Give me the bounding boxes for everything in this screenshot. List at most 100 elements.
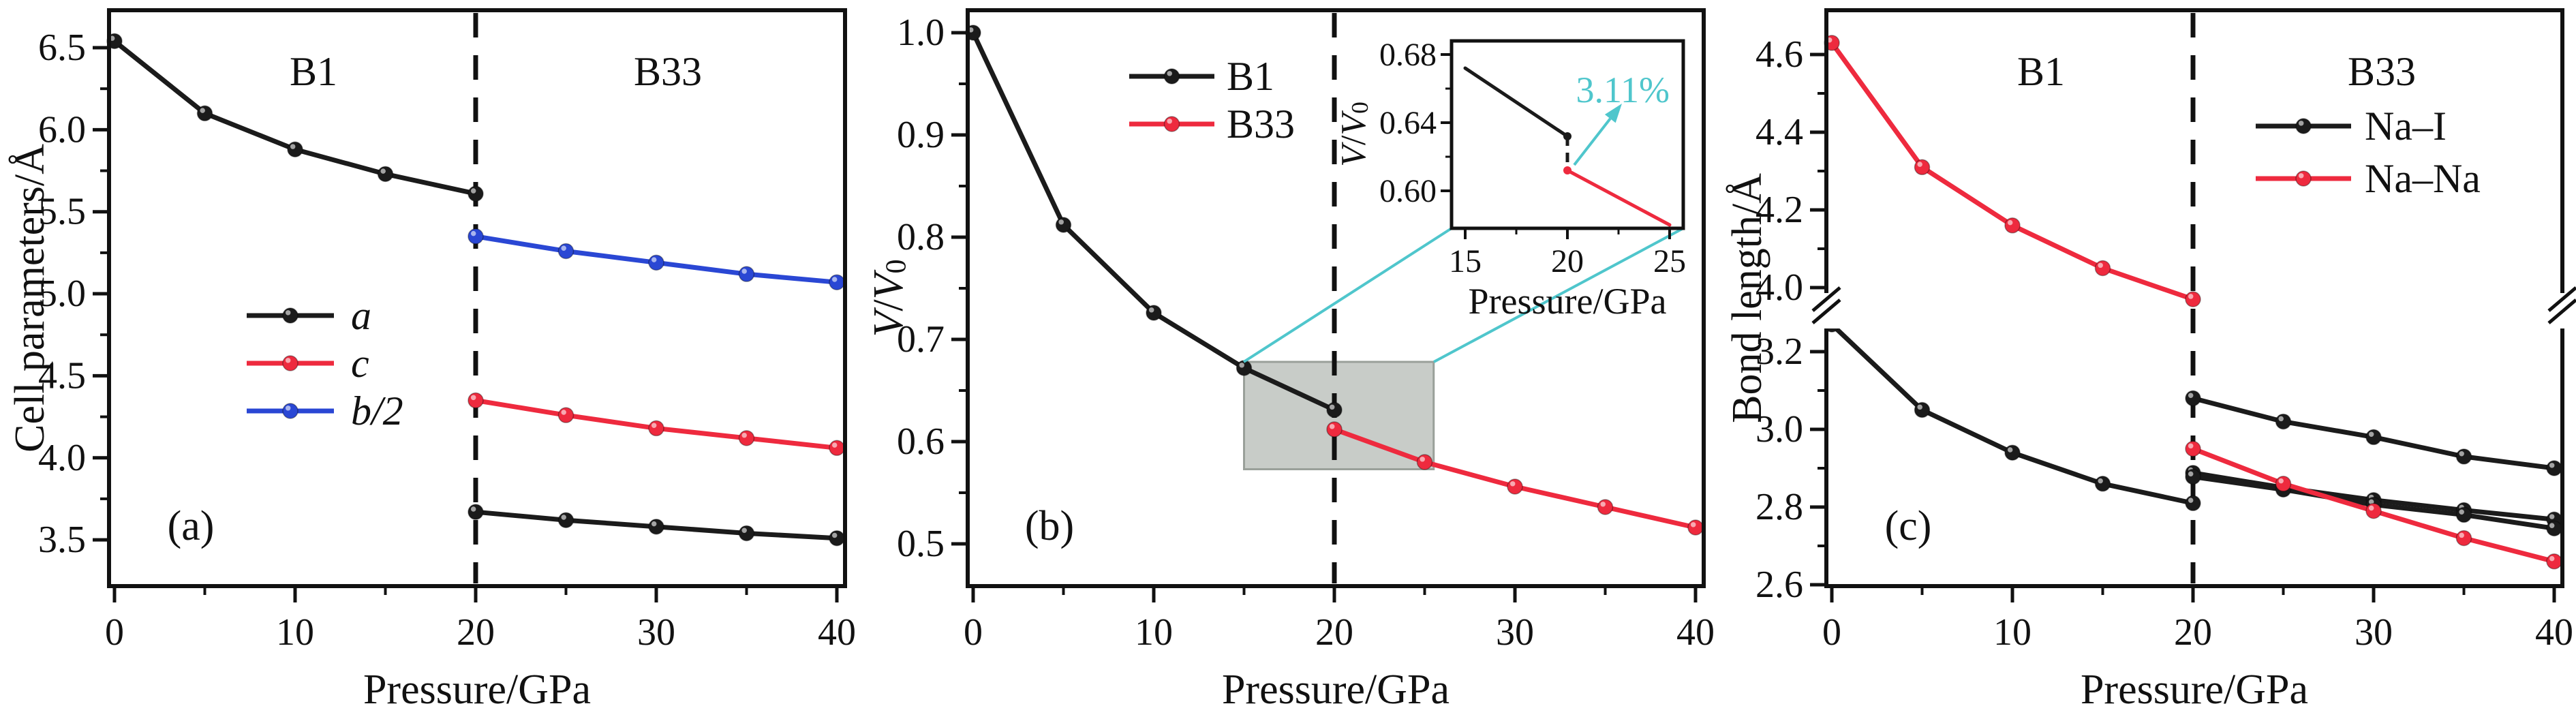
x-tick-label: 20 bbox=[1315, 611, 1353, 654]
y-tick-label: 3.2 bbox=[1755, 331, 1803, 373]
data-point-marker bbox=[1236, 360, 1253, 376]
data-point-marker bbox=[2546, 520, 2562, 537]
data-point-marker bbox=[467, 228, 484, 245]
series-line bbox=[1829, 40, 2196, 302]
x-axis-title: Pressure/GPa bbox=[363, 667, 591, 713]
data-point-marker bbox=[1914, 159, 1931, 176]
data-point-marker bbox=[287, 141, 303, 157]
marker-highlight bbox=[651, 257, 657, 262]
data-point-marker bbox=[1416, 454, 1433, 470]
marker-highlight bbox=[1917, 162, 1922, 167]
marker-highlight bbox=[831, 532, 838, 538]
data-point-marker bbox=[1055, 217, 1072, 233]
inset-y-tick-label: 0.68 bbox=[1379, 37, 1437, 73]
marker-highlight bbox=[1509, 481, 1516, 487]
x-tick-label: 40 bbox=[818, 611, 856, 654]
data-point-marker bbox=[2455, 448, 2472, 465]
data-point-marker bbox=[1326, 401, 1343, 418]
data-point-marker bbox=[1326, 421, 1343, 438]
legend-label: c bbox=[351, 341, 369, 386]
marker-highlight bbox=[470, 395, 476, 401]
panel-letter: (c) bbox=[1885, 503, 1932, 549]
b-y-axis: 0.5 0.6 0.7 0.8 0.9 1.0 V/V0 bbox=[865, 12, 968, 565]
data-point-marker bbox=[2455, 506, 2472, 523]
data-point-marker bbox=[1914, 401, 1931, 418]
data-point-marker bbox=[467, 392, 484, 409]
inset-b33-line bbox=[1565, 168, 1672, 227]
y-tick-label: 0.7 bbox=[897, 318, 945, 361]
phase-region-label: B1 bbox=[2017, 49, 2065, 94]
data-point-marker bbox=[738, 525, 755, 542]
x-axis-title: Pressure/GPa bbox=[2081, 667, 2308, 713]
x-tick-label: 10 bbox=[276, 611, 314, 654]
inset-b1-endpoint bbox=[1563, 132, 1571, 140]
a-y-axis: 3.5 4.0 4.5 5.0 5.5 6.0 6.5 Cell parameters/Å bbox=[7, 27, 109, 561]
marker-highlight bbox=[2459, 532, 2464, 538]
marker-highlight bbox=[2098, 262, 2103, 269]
inset-y-axis-title: V/V0 bbox=[1334, 102, 1373, 167]
x-tick-label: 40 bbox=[2535, 611, 2573, 654]
y-axis-title: Cell parameters/Å bbox=[7, 144, 53, 453]
c-series-na-i bbox=[1824, 316, 2562, 537]
panel-letter: (a) bbox=[168, 503, 215, 549]
data-point-marker bbox=[282, 307, 298, 324]
c-y-axis: 2.6 2.8 3.0 3.2 4.0 4.2 4.4 4.6 Bond length/Å bbox=[1724, 33, 1826, 606]
b-x-axis: 0 10 20 30 40 Pressure/GPa bbox=[964, 586, 1715, 713]
data-point-marker bbox=[2295, 170, 2312, 187]
data-point-marker bbox=[648, 420, 664, 437]
marker-highlight bbox=[2549, 555, 2555, 562]
y-tick-label: 4.0 bbox=[1755, 266, 1803, 309]
zoom-connector-left bbox=[1242, 227, 1453, 363]
marker-highlight bbox=[651, 521, 657, 527]
data-point-marker bbox=[2004, 217, 2021, 234]
inset-x-tick-label: 25 bbox=[1653, 243, 1686, 279]
marker-highlight bbox=[561, 245, 566, 251]
data-point-marker bbox=[738, 430, 755, 446]
volume-collapse-annotation: 3.11% bbox=[1576, 70, 1670, 110]
data-point-marker bbox=[2185, 495, 2201, 512]
axis-break-slash bbox=[2547, 286, 2576, 312]
marker-highlight bbox=[1058, 219, 1064, 225]
marker-highlight bbox=[2007, 219, 2013, 226]
panel-letter: (b) bbox=[1025, 503, 1074, 549]
data-point-marker bbox=[2365, 502, 2382, 519]
data-point-marker bbox=[829, 530, 845, 547]
series-line bbox=[1829, 322, 2196, 506]
data-point-marker bbox=[557, 512, 574, 528]
legend-label: b/2 bbox=[351, 388, 403, 433]
marker-highlight bbox=[2459, 509, 2464, 515]
marker-highlight bbox=[2098, 478, 2103, 484]
data-point-marker bbox=[467, 185, 484, 202]
marker-highlight bbox=[2188, 294, 2194, 299]
legend-label: B33 bbox=[1227, 102, 1295, 147]
marker-highlight bbox=[2188, 443, 2194, 449]
data-point-marker bbox=[1507, 478, 1523, 495]
data-point-marker bbox=[2094, 260, 2111, 277]
y-tick-label: 2.8 bbox=[1755, 486, 1803, 528]
x-tick-label: 20 bbox=[457, 611, 495, 654]
marker-highlight bbox=[290, 144, 296, 149]
marker-highlight bbox=[2549, 463, 2555, 468]
data-point-marker bbox=[196, 105, 213, 122]
x-tick-label: 0 bbox=[105, 611, 124, 654]
data-point-marker bbox=[2185, 291, 2201, 307]
phase-region-label: B1 bbox=[290, 49, 337, 94]
x-tick-label: 10 bbox=[1993, 611, 2031, 654]
data-point-marker bbox=[648, 254, 664, 271]
marker-highlight bbox=[831, 277, 838, 282]
marker-highlight bbox=[2368, 499, 2374, 505]
c-x-axis: 0 10 20 30 40 Pressure/GPa bbox=[1822, 586, 2573, 713]
data-point-marker bbox=[2295, 118, 2312, 134]
inset-y-tick-label: 0.64 bbox=[1379, 105, 1437, 141]
marker-highlight bbox=[1329, 424, 1335, 429]
x-tick-label: 30 bbox=[1496, 611, 1534, 654]
panel-b-chart: 0 10 20 30 40 Pressure/GPa 0.5 0.6 0.7 0.8 0.9 1.0 V… bbox=[865, 8, 1715, 713]
data-point-marker bbox=[2185, 390, 2201, 407]
c-series-na-na bbox=[1824, 35, 2562, 570]
marker-highlight bbox=[561, 515, 566, 520]
panel-c-chart: 0 10 20 30 40 Pressure/GPa 2.6 2.8 3.0 3.2 4.0 4.2 4… bbox=[1724, 8, 2576, 713]
axis-break-slash bbox=[1811, 299, 1841, 324]
a-series-b-2 bbox=[467, 228, 845, 290]
zoom-connector-right bbox=[1433, 227, 1684, 363]
